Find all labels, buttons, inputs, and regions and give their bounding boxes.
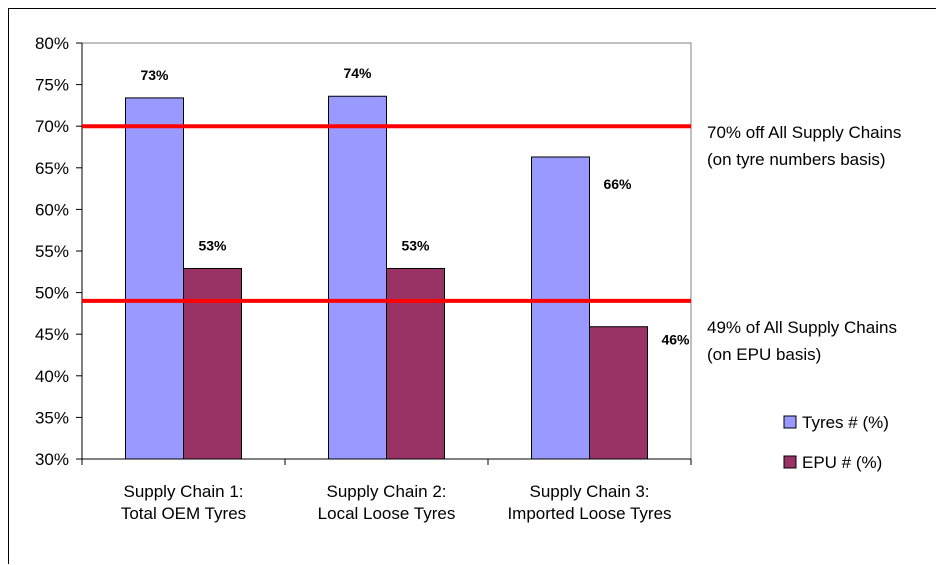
bar-tyres: [531, 156, 590, 460]
bar-tyres: [328, 95, 387, 460]
bar-epu: [589, 326, 648, 460]
x-category-label: Local Loose Tyres: [318, 504, 456, 523]
reference-line-label: 70% off All Supply Chains: [707, 123, 901, 142]
y-tick-label: 75%: [35, 76, 69, 95]
bar-tyres: [125, 97, 184, 460]
data-label: 66%: [603, 176, 632, 192]
data-label: 53%: [401, 237, 430, 253]
data-label: 74%: [343, 65, 372, 81]
y-tick-label: 30%: [35, 450, 69, 469]
legend-label: Tyres # (%): [802, 413, 889, 432]
reference-line-label: (on EPU basis): [707, 345, 821, 364]
x-category-label: Supply Chain 1:: [123, 482, 243, 501]
y-tick-label: 80%: [35, 34, 69, 53]
y-tick-label: 40%: [35, 367, 69, 386]
bar-epu: [386, 267, 445, 460]
data-label: 73%: [140, 67, 169, 83]
x-category-label: Total OEM Tyres: [121, 504, 246, 523]
reference-line-label: 49% of All Supply Chains: [707, 318, 897, 337]
y-tick-label: 50%: [35, 284, 69, 303]
x-category-label: Supply Chain 2:: [326, 482, 446, 501]
data-label: 53%: [198, 237, 227, 253]
legend-swatch: [783, 415, 797, 429]
x-category-label: Supply Chain 3:: [529, 482, 649, 501]
y-tick-label: 60%: [35, 200, 69, 219]
chart-frame: [8, 8, 936, 564]
data-label: 46%: [661, 332, 690, 348]
legend-label: EPU # (%): [802, 453, 882, 472]
bar-epu: [183, 267, 242, 460]
y-tick-label: 35%: [35, 408, 69, 427]
reference-line-label: (on tyre numbers basis): [707, 150, 886, 169]
legend-swatch: [783, 455, 797, 469]
y-tick-label: 70%: [35, 117, 69, 136]
y-tick-label: 65%: [35, 159, 69, 178]
y-tick-label: 45%: [35, 325, 69, 344]
x-category-label: Imported Loose Tyres: [507, 504, 671, 523]
y-tick-label: 55%: [35, 242, 69, 261]
